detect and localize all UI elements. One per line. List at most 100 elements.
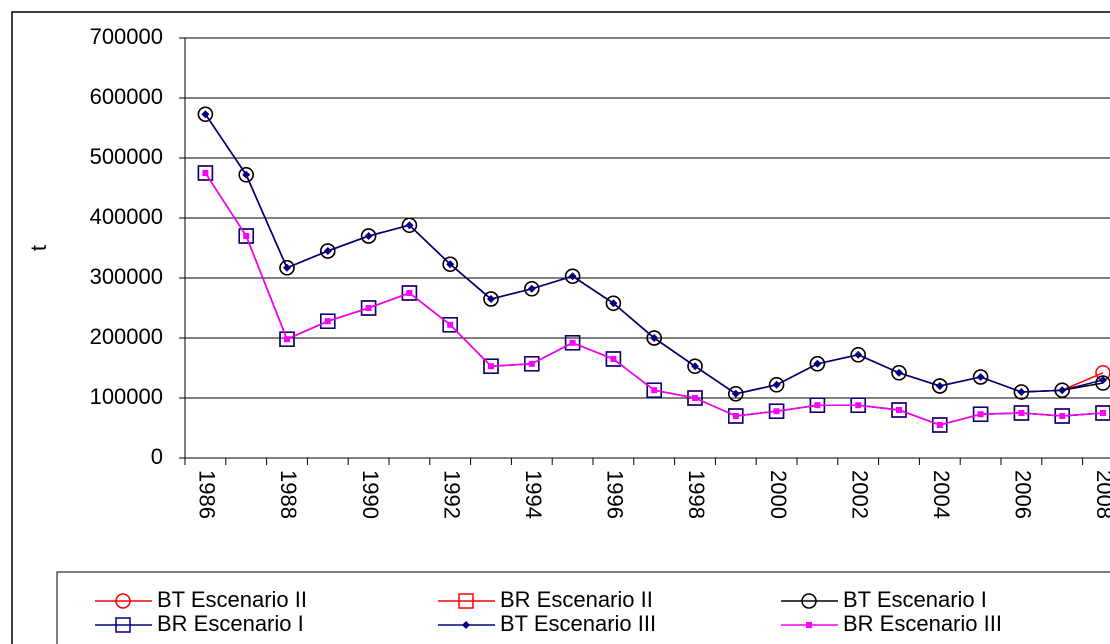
marker — [568, 272, 577, 281]
x-tick-label: 1988 — [276, 470, 301, 519]
marker — [442, 256, 458, 272]
y-tick-label: 200000 — [90, 324, 163, 349]
marker — [569, 339, 576, 346]
legend-box — [56, 571, 1110, 644]
marker — [1058, 386, 1067, 395]
marker — [401, 285, 418, 301]
marker — [977, 411, 984, 418]
marker — [1018, 410, 1025, 416]
x-tick-label: 2002 — [847, 470, 872, 519]
marker — [809, 356, 826, 372]
marker — [524, 281, 540, 297]
marker — [854, 350, 863, 359]
legend-marker — [458, 593, 474, 609]
marker — [891, 365, 907, 381]
legend-marker — [115, 593, 131, 609]
marker — [201, 110, 210, 119]
marker — [732, 413, 739, 419]
chart-frame — [11, 11, 1110, 644]
marker — [406, 290, 413, 296]
marker — [850, 347, 866, 363]
marker — [646, 330, 662, 346]
x-tick-label: 2004 — [929, 470, 954, 519]
marker — [488, 363, 494, 370]
x-tick-label: 1994 — [521, 470, 546, 519]
marker — [527, 284, 536, 293]
legend-label: BR Escenario II — [500, 587, 653, 612]
marker — [773, 408, 780, 415]
marker — [447, 321, 454, 328]
marker — [692, 395, 698, 401]
marker — [768, 377, 785, 393]
legend-marker — [806, 622, 812, 628]
marker — [365, 305, 372, 311]
marker — [487, 295, 495, 303]
y-tick-label: 100000 — [90, 384, 163, 409]
marker — [238, 228, 254, 244]
marker — [855, 402, 862, 409]
marker — [814, 402, 821, 409]
legend-label: BT Escenario II — [157, 587, 307, 612]
marker — [283, 263, 291, 272]
marker — [687, 390, 703, 406]
marker — [323, 247, 332, 255]
marker — [691, 362, 699, 371]
x-tick-label: 2000 — [766, 470, 791, 519]
legend-marker — [462, 621, 470, 629]
marker — [320, 313, 336, 329]
marker — [528, 360, 535, 367]
y-tick-label: 300000 — [90, 264, 163, 289]
marker — [279, 331, 295, 347]
marker — [972, 369, 989, 385]
marker — [605, 351, 622, 367]
marker — [932, 417, 948, 433]
marker — [405, 221, 414, 230]
marker — [320, 243, 336, 259]
y-tick-label: 600000 — [90, 84, 163, 109]
marker — [364, 232, 373, 240]
marker — [279, 260, 295, 276]
marker — [932, 378, 948, 394]
marker — [609, 299, 618, 308]
marker — [813, 359, 822, 368]
marker — [728, 408, 744, 424]
marker — [896, 407, 902, 413]
marker — [238, 167, 254, 183]
x-tick-label: 2008 — [1092, 470, 1110, 519]
marker — [935, 382, 944, 390]
x-tick-label: 1990 — [358, 470, 383, 519]
marker — [1099, 376, 1107, 384]
marker — [446, 260, 455, 269]
y-tick-label: 400000 — [90, 204, 163, 229]
marker — [768, 403, 785, 419]
marker — [324, 318, 331, 325]
marker — [197, 165, 214, 181]
x-tick-label: 1996 — [603, 470, 628, 519]
marker — [1017, 388, 1026, 396]
marker — [1100, 410, 1106, 416]
marker — [360, 300, 377, 316]
x-tick-label: 2006 — [1011, 470, 1036, 519]
marker — [1059, 413, 1066, 419]
marker — [646, 382, 662, 398]
marker — [895, 368, 903, 377]
marker — [360, 228, 377, 244]
marker — [564, 335, 581, 351]
marker — [242, 170, 251, 179]
marker — [651, 387, 658, 394]
marker — [605, 295, 622, 311]
y-axis-label: t — [26, 245, 51, 251]
y-tick-label: 500000 — [90, 144, 163, 169]
x-tick-label: 1992 — [439, 470, 464, 519]
marker — [891, 402, 907, 418]
marker — [936, 422, 943, 428]
marker — [610, 356, 617, 362]
legend-marker — [801, 593, 817, 609]
marker — [197, 106, 214, 122]
marker — [731, 389, 740, 398]
marker — [202, 170, 209, 176]
legend-label: BT Escenario III — [500, 611, 656, 636]
marker — [650, 334, 659, 342]
